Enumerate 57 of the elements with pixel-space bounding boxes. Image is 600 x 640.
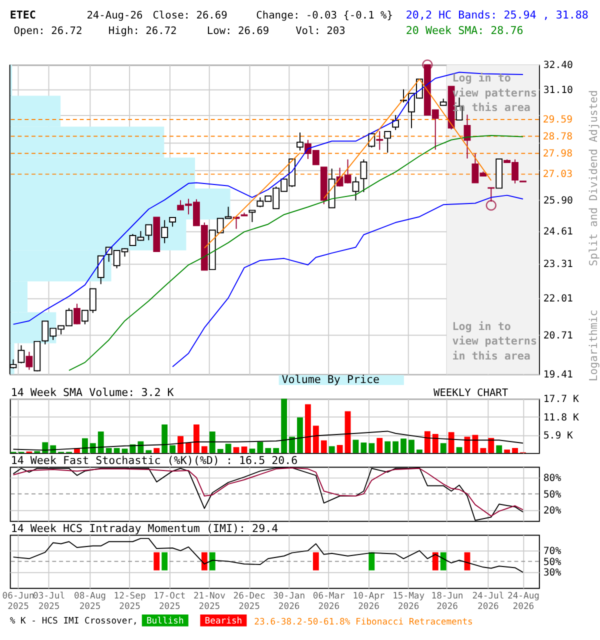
y-tick-label: 20% [543,506,562,517]
y-tick-label: 80% [543,473,562,484]
text: Logarithmic [587,310,600,382]
x-tick-label: 24-Aug 2026 [507,591,540,612]
x-tick-label: 03-Jul 2025 [33,591,66,612]
x-tick-label: 08-Aug 2025 [74,591,106,612]
y-tick-label: 32.40 [543,60,574,72]
y-tick-label: 24.61 [543,226,574,238]
text: WEEKLY CHART [434,386,508,399]
x-tick-label: 10-Apr 2026 [352,591,385,612]
text: Change: -0.03 {-0.1 %} [256,9,393,22]
y-tick-label: 22.01 [543,294,574,305]
y-axis-title: Split and Dividend Adjusted [587,90,600,266]
y-tick-label: 17.7 K [543,394,579,406]
text: 20,2 HC Bands: 25.94 , 31.88 [406,8,588,22]
y-tick-label: 50% [543,556,562,568]
x-tick-label: 30-Jan 2026 [273,591,306,612]
ref-line-label: 28.78 [542,131,573,142]
text: 23.6-38.2-50-61.8% Fibonacci Retracements [254,617,473,628]
text: Volume By Price [282,372,380,386]
x-tick-label: 06-Jun 2025 [2,591,34,612]
y-tick-label: 20.71 [543,330,574,342]
legend-title: % K - HCS IMI Crossover, [10,616,138,626]
x-tick-label: 26-Dec 2025 [233,591,266,612]
y-tick-label: 31.10 [543,84,574,96]
y-tick-label: 50% [543,489,562,500]
text: 24-Aug-26 [86,9,143,22]
x-tick-label: 06-Mar 2026 [312,591,345,612]
text: Open: 26.72 [14,25,82,38]
text: Bearish [204,616,242,626]
x-tick-label: 21-Nov 2025 [193,591,226,612]
x-tick-label: 12-Sep 2025 [114,591,146,612]
ref-line-label: 27.98 [542,148,573,160]
chart-title: 14 Week HCS Intraday Momentum (IMI): 29.4 [10,522,278,535]
y-tick-label: 5.9 K [543,430,574,442]
chart-title: 14 Week Fast Stochastic (%K)(%D) : 16.5 20.6 [10,454,298,467]
x-tick-label: 24-Jul 2026 [472,591,504,612]
text: Low: 26.69 [206,25,270,38]
x-tick-label: 18-Jun 2026 [431,591,464,612]
x-tick-label: 15-May 2026 [392,591,425,612]
ref-line-label: 29.59 [542,114,573,126]
text: Close: 26.69 [152,9,228,22]
y-tick-label: 25.90 [543,195,574,206]
text: 20 Week SMA: 28.76 [406,24,524,38]
y-tick-label: 11.8 K [543,412,579,424]
text: Vol: 203 [296,25,346,38]
ref-line-label: 27.03 [542,169,573,180]
x-tick-label: 17-Oct 2025 [154,591,186,612]
text: High: 26.72 [108,25,177,38]
chart-title: ETEC [10,8,36,22]
y-tick-label: 23.31 [543,259,574,270]
y-tick-label: 70% [543,546,562,558]
y-tick-label: 30% [543,567,562,578]
chart-title: 14 Week SMA Volume: 3.2 K [10,386,174,399]
y-tick-label: 19.41 [543,370,574,381]
text: Bullish [146,616,184,626]
annotation: Log in to view patterns in this area [452,320,537,362]
